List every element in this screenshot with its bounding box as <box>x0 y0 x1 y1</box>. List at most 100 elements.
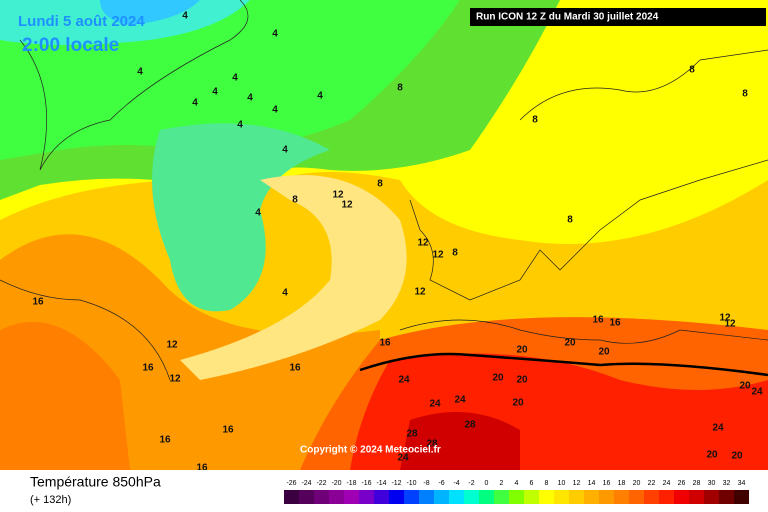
contour-label: 20 <box>706 450 718 461</box>
scale-tick-label: 18 <box>618 480 626 487</box>
scale-cell <box>689 490 704 504</box>
scale-tick-label: -16 <box>361 480 371 487</box>
scale-cell <box>599 490 614 504</box>
contour-label: 8 <box>689 65 695 76</box>
contour-label: 4 <box>192 98 198 109</box>
run-info: Run ICON 12 Z du Mardi 30 juillet 2024 <box>476 12 659 23</box>
contour-label: 8 <box>567 215 573 226</box>
contour-label: 4 <box>282 145 288 156</box>
scale-cell <box>704 490 719 504</box>
contour-label: 8 <box>742 89 748 100</box>
contour-label: 12 <box>166 340 178 351</box>
scale-tick-label: -12 <box>391 480 401 487</box>
coastlines <box>0 0 768 381</box>
scale-tick-label: 0 <box>485 480 489 487</box>
contour-label: 4 <box>255 208 261 219</box>
contour-label: 12 <box>417 238 429 249</box>
scale-tick-label: -14 <box>376 480 386 487</box>
coast-europe <box>409 159 768 301</box>
scale-cell <box>659 490 674 504</box>
contour-label: 4 <box>282 288 288 299</box>
valid-time: 2:00 locale <box>22 35 119 56</box>
scale-tick-label: 6 <box>530 480 534 487</box>
scale-cell <box>734 490 749 504</box>
scale-cell <box>569 490 584 504</box>
scale-tick-label: -18 <box>346 480 356 487</box>
scale-tick-label: 30 <box>708 480 716 487</box>
contour-label: 4 <box>272 105 278 116</box>
contour-label: 28 <box>464 420 476 431</box>
scale-tick-label: 22 <box>648 480 656 487</box>
scale-cell <box>344 490 359 504</box>
scale-tick-label: 20 <box>633 480 641 487</box>
contour-label: 12 <box>341 200 353 211</box>
contour-label: 20 <box>739 381 751 392</box>
scale-cell <box>374 490 389 504</box>
scale-tick-label: 28 <box>693 480 701 487</box>
contour-label: 12 <box>432 250 444 261</box>
scale-cell <box>524 490 539 504</box>
contour-label: 8 <box>397 83 403 94</box>
contour-label: 8 <box>452 248 458 259</box>
contour-label: 16 <box>196 463 208 474</box>
contour-label: 12 <box>414 287 426 298</box>
footer-lead: (+ 132h) <box>30 494 71 506</box>
scale-tick-label: 14 <box>588 480 596 487</box>
contour-label: 20 <box>492 373 504 384</box>
run-box <box>470 8 766 26</box>
coast-mediterranean <box>399 319 768 344</box>
scale-tick-label: -24 <box>301 480 311 487</box>
contour-label: 24 <box>397 453 409 464</box>
contour-label: 12 <box>724 319 736 330</box>
isotherm-24 <box>359 352 768 377</box>
scale-cell <box>404 490 419 504</box>
scale-tick-label: 2 <box>500 480 504 487</box>
scale-cell <box>539 490 554 504</box>
contour-label: 8 <box>532 115 538 126</box>
scale-cell <box>329 490 344 504</box>
contour-label: 16 <box>142 363 154 374</box>
contour-label: 16 <box>289 363 301 374</box>
valid-date: Lundi 5 août 2024 <box>18 13 145 30</box>
scale-cell <box>584 490 599 504</box>
scale-cell <box>719 490 734 504</box>
contour-label: 20 <box>516 345 528 356</box>
scale-cell <box>494 490 509 504</box>
contour-label: 8 <box>377 179 383 190</box>
contour-label: 24 <box>454 395 466 406</box>
field-28 <box>400 412 520 470</box>
contour-label: 20 <box>731 451 743 462</box>
scale-cell <box>509 490 524 504</box>
contour-label: 4 <box>237 120 243 131</box>
contour-label: 4 <box>247 93 253 104</box>
scale-cell <box>614 490 629 504</box>
scale-cell <box>554 490 569 504</box>
contour-label: 20 <box>512 398 524 409</box>
scale-cell <box>359 490 374 504</box>
field-18 <box>0 321 130 470</box>
contour-label: 20 <box>516 375 528 386</box>
scale-tick-label: 24 <box>663 480 671 487</box>
scale-cell <box>629 490 644 504</box>
contour-label: 8 <box>292 195 298 206</box>
scale-tick-label: 32 <box>723 480 731 487</box>
scale-tick-label: 10 <box>558 480 566 487</box>
scale-cell <box>674 490 689 504</box>
scale-tick-label: -4 <box>453 480 459 487</box>
contour-label: 12 <box>169 374 181 385</box>
scale-tick-label: -8 <box>423 480 429 487</box>
temperature-field <box>0 0 768 470</box>
field-minus-2 <box>100 0 200 25</box>
contour-label: 12 <box>332 190 344 201</box>
scale-tick-label: 26 <box>678 480 686 487</box>
scale-tick-label: -2 <box>468 480 474 487</box>
scale-tick-label: 4 <box>515 480 519 487</box>
contour-label: 4 <box>317 91 323 102</box>
contour-label: 24 <box>751 387 763 398</box>
scale-tick-label: 8 <box>545 480 549 487</box>
scale-cell <box>419 490 434 504</box>
coast-america <box>0 279 171 381</box>
contour-label: 16 <box>32 297 44 308</box>
